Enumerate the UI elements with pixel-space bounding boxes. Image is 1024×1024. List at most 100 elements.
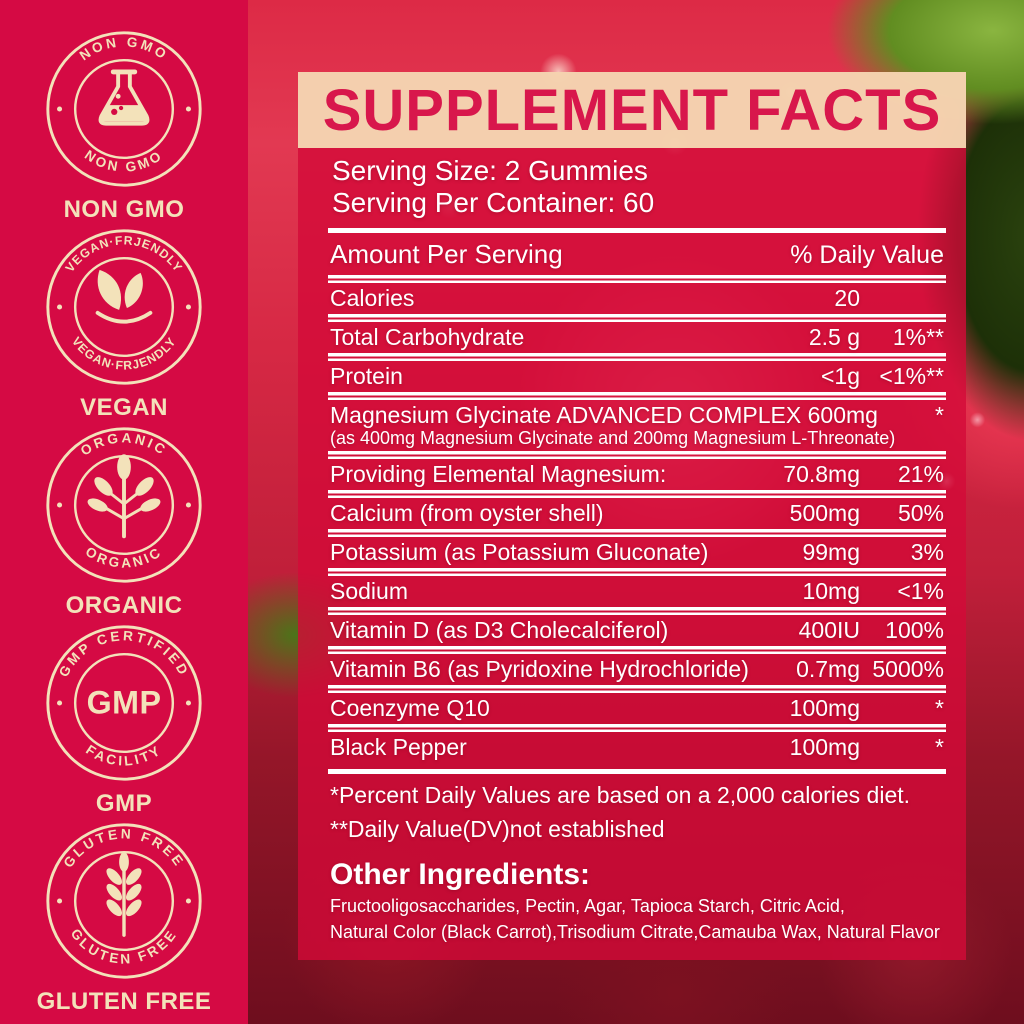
nutrient-name: Magnesium Glycinate ADVANCED COMPLEX 600… bbox=[330, 401, 878, 428]
row-divider bbox=[328, 313, 946, 322]
nutrient-name: Vitamin D (as D3 Cholecalciferol) bbox=[330, 616, 669, 643]
badge-label: GLUTEN FREE bbox=[36, 988, 212, 1015]
badge-label: VEGAN bbox=[80, 394, 168, 421]
badge-vegan: VEGAN·FRJENDLY VEGAN·FRJENDLY VEGAN bbox=[41, 224, 207, 422]
row-divider bbox=[328, 274, 946, 283]
footnote-dv-basis: *Percent Daily Values are based on a 2,0… bbox=[330, 781, 911, 808]
nutrient-name: Calcium (from oyster shell) bbox=[330, 499, 604, 526]
nutrient-dv: 3% bbox=[910, 538, 944, 565]
row-divider bbox=[328, 352, 946, 361]
table-row-calcium: Calcium (from oyster shell) 500mg 50% bbox=[298, 498, 966, 529]
nutrient-dv: 5000% bbox=[872, 655, 944, 682]
nutrient-amount: 400IU bbox=[798, 616, 860, 643]
nutrient-name: Coenzyme Q10 bbox=[330, 694, 490, 721]
nutrient-name: Providing Elemental Magnesium: bbox=[330, 460, 667, 487]
certification-sidebar: NON GMO NON GMO NON GMO bbox=[0, 0, 248, 1024]
row-divider bbox=[328, 684, 946, 693]
other-ingredients: Other Ingredients: Fructooligosaccharide… bbox=[298, 850, 966, 944]
row-divider bbox=[328, 391, 946, 400]
nutrient-subtext: (as 400mg Magnesium Glycinate and 200mg … bbox=[330, 427, 896, 448]
table-row-black-pepper: Black Pepper 100mg * bbox=[298, 732, 966, 763]
vegan-seal: VEGAN·FRJENDLY VEGAN·FRJENDLY bbox=[46, 229, 202, 385]
nutrient-dv: 100% bbox=[885, 616, 944, 643]
table-row-carbohydrate: Total Carbohydrate 2.5 g 1%** bbox=[298, 322, 966, 353]
svg-text:ORGANIC: ORGANIC bbox=[83, 544, 165, 571]
table-row-protein: Protein <1g <1%** bbox=[298, 361, 966, 392]
table-row-vitamin-d: Vitamin D (as D3 Cholecalciferol) 400IU … bbox=[298, 615, 966, 646]
footnotes: *Percent Daily Values are based on a 2,0… bbox=[298, 774, 966, 843]
non-gmo-seal: NON GMO NON GMO bbox=[46, 31, 202, 187]
nutrient-amount: 70.8mg bbox=[783, 460, 860, 487]
nutrient-dv: * bbox=[935, 733, 944, 760]
organic-seal: ORGANIC ORGANIC bbox=[46, 427, 202, 583]
nutrient-amount: 99mg bbox=[802, 538, 860, 565]
nutrient-amount: 0.7mg bbox=[796, 655, 860, 682]
table-row-magnesium-complex: Magnesium Glycinate ADVANCED COMPLEX 600… bbox=[298, 400, 966, 451]
serving-size: Serving Size: 2 Gummies bbox=[332, 155, 648, 186]
row-divider bbox=[328, 723, 946, 732]
other-ingredients-line: Fructooligosaccharides, Pectin, Agar, Ta… bbox=[330, 895, 845, 916]
nutrient-name: Total Carbohydrate bbox=[330, 323, 525, 350]
nutrient-amount: 100mg bbox=[789, 733, 860, 760]
flask-icon bbox=[98, 69, 150, 126]
gluten-free-seal: GLUTEN FREE GLUTEN FREE bbox=[46, 823, 202, 979]
wheat-icon bbox=[106, 852, 142, 937]
title-band: SUPPLEMENT FACTS bbox=[298, 72, 966, 148]
badge-non-gmo: NON GMO NON GMO NON GMO bbox=[41, 26, 207, 224]
svg-text:FACILITY: FACILITY bbox=[83, 742, 165, 769]
nutrient-amount: 20 bbox=[834, 284, 860, 311]
nutrient-dv: 1%** bbox=[892, 323, 944, 350]
nutrient-amount: 500mg bbox=[789, 499, 860, 526]
supplement-facts-panel: SUPPLEMENT FACTS Serving Size: 2 Gummies… bbox=[298, 72, 966, 960]
nutrient-name: Vitamin B6 (as Pyridoxine Hydrochloride) bbox=[330, 655, 749, 682]
divider bbox=[328, 768, 946, 774]
leaves-icon bbox=[95, 269, 153, 324]
servings-per-container: Serving Per Container: 60 bbox=[332, 187, 655, 219]
nutrient-amount: 10mg bbox=[802, 577, 860, 604]
plant-icon bbox=[87, 454, 161, 539]
gmp-seal-text: GMP bbox=[87, 685, 162, 721]
svg-text:VEGAN·FRJENDLY: VEGAN·FRJENDLY bbox=[69, 334, 179, 372]
table-row-elemental-magnesium: Providing Elemental Magnesium: 70.8mg 21… bbox=[298, 459, 966, 490]
amount-per-serving-header: Amount Per Serving bbox=[330, 238, 563, 269]
daily-value-header: % Daily Value bbox=[790, 240, 944, 269]
table-row-potassium: Potassium (as Potassium Gluconate) 99mg … bbox=[298, 537, 966, 568]
svg-text:VEGAN·FRJENDLY: VEGAN·FRJENDLY bbox=[63, 233, 186, 274]
row-divider bbox=[328, 567, 946, 576]
badge-organic: ORGANIC ORGANIC ORGANIC bbox=[41, 422, 207, 620]
table-row-vitamin-b6: Vitamin B6 (as Pyridoxine Hydrochloride)… bbox=[298, 654, 966, 685]
badge-label: GMP bbox=[95, 790, 153, 817]
row-divider bbox=[328, 489, 946, 498]
nutrient-dv: 21% bbox=[897, 460, 944, 487]
nutrient-dv: * bbox=[935, 694, 944, 721]
nutrient-name: Sodium bbox=[330, 577, 408, 604]
table-row-calories: Calories 20 bbox=[298, 283, 966, 314]
serving-info: Serving Size: 2 Gummies Serving Per Cont… bbox=[298, 148, 966, 222]
svg-text:NON GMO: NON GMO bbox=[82, 147, 166, 175]
badge-gmp: GMP CERTIFIED FACILITY GMP GMP bbox=[41, 620, 207, 818]
nutrient-name: Calories bbox=[330, 284, 415, 311]
badge-label: ORGANIC bbox=[65, 592, 183, 619]
other-ingredients-title: Other Ingredients: bbox=[330, 857, 591, 891]
footnote-dv-not-established: **Daily Value(DV)not established bbox=[330, 815, 665, 842]
divider bbox=[328, 227, 946, 233]
gmp-seal: GMP CERTIFIED FACILITY GMP bbox=[46, 625, 202, 781]
row-divider bbox=[328, 450, 946, 459]
other-ingredients-line: Natural Color (Black Carrot),Trisodium C… bbox=[330, 921, 940, 942]
panel-title: SUPPLEMENT FACTS bbox=[322, 77, 942, 143]
nutrient-amount: 2.5 g bbox=[808, 323, 860, 350]
table-row-sodium: Sodium 10mg <1% bbox=[298, 576, 966, 607]
nutrient-amount: <1g bbox=[820, 362, 860, 389]
badge-label: NON GMO bbox=[63, 196, 185, 223]
nutrient-dv: <1%** bbox=[879, 362, 944, 389]
row-divider bbox=[328, 606, 946, 615]
table-row-coq10: Coenzyme Q10 100mg * bbox=[298, 693, 966, 724]
nutrient-dv: <1% bbox=[897, 577, 944, 604]
nutrient-dv: 50% bbox=[897, 499, 944, 526]
badge-gluten-free: GLUTEN FREE GLUTEN FREE GLUTEN FREE bbox=[37, 818, 212, 1016]
row-divider bbox=[328, 645, 946, 654]
nutrient-name: Protein bbox=[330, 362, 403, 389]
nutrient-dv: * bbox=[935, 401, 944, 428]
table-header: Amount Per Serving % Daily Value bbox=[298, 233, 966, 275]
